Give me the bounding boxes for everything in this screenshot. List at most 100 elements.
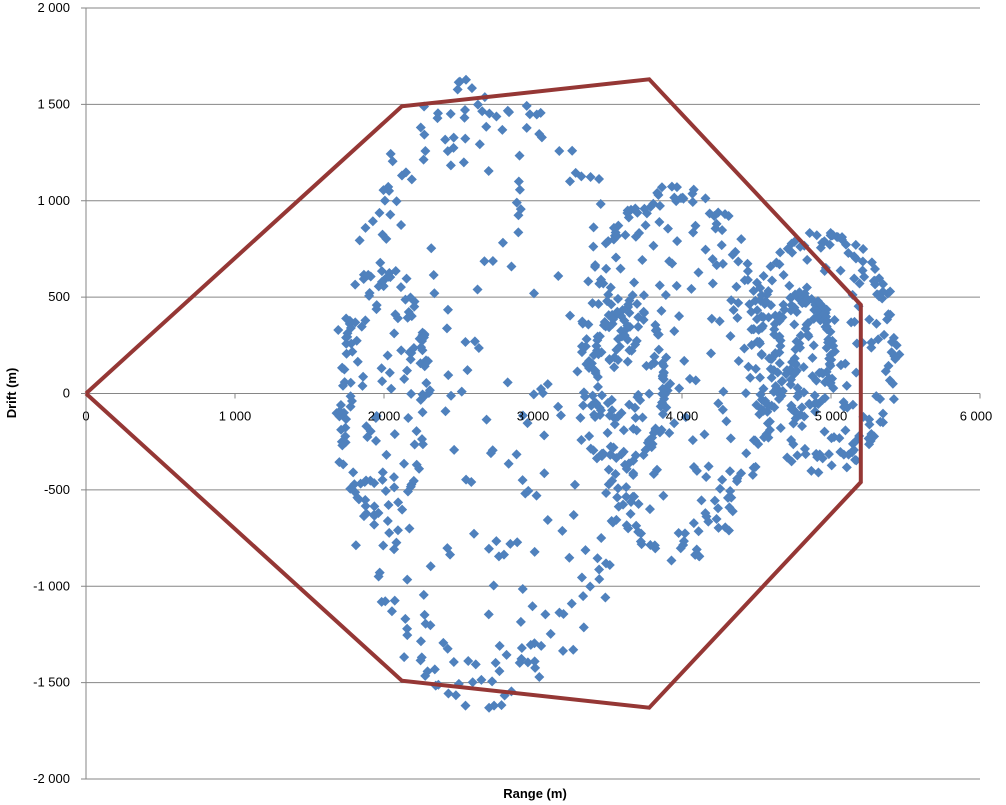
data-point	[402, 630, 413, 641]
data-point	[795, 330, 806, 341]
data-point	[557, 525, 568, 536]
data-point	[360, 222, 371, 233]
data-point	[787, 247, 798, 258]
data-point	[630, 339, 641, 350]
x-tick-label: 3 000	[517, 409, 550, 424]
data-point	[739, 275, 750, 286]
data-point	[742, 258, 753, 269]
data-point	[754, 338, 765, 349]
data-point	[644, 504, 655, 515]
boundary-layer	[84, 77, 863, 710]
data-point	[740, 388, 751, 399]
x-tick-label: 1 000	[219, 409, 252, 424]
data-point	[871, 318, 882, 329]
data-point	[440, 406, 451, 417]
data-point	[839, 402, 850, 413]
data-point	[674, 311, 685, 322]
data-point	[648, 469, 659, 480]
data-point	[638, 450, 649, 461]
data-point	[675, 193, 686, 204]
data-point	[521, 100, 532, 111]
data-point	[481, 121, 492, 132]
data-point	[880, 366, 891, 377]
data-point	[517, 583, 528, 594]
data-point	[380, 485, 391, 496]
data-point	[870, 264, 881, 275]
data-point	[849, 316, 860, 327]
data-point	[445, 160, 456, 171]
data-point	[396, 345, 407, 356]
data-point	[600, 592, 611, 603]
data-point	[585, 581, 596, 592]
data-point	[705, 348, 716, 359]
data-point	[736, 468, 747, 479]
data-point	[691, 465, 702, 476]
y-tick-label: -1 500	[33, 675, 70, 690]
data-point	[770, 348, 781, 359]
data-point	[758, 383, 769, 394]
data-point	[786, 434, 797, 445]
data-point	[858, 244, 869, 255]
data-point	[701, 471, 712, 482]
data-point	[679, 355, 690, 366]
data-point	[515, 616, 526, 627]
data-point	[609, 419, 620, 430]
data-point	[835, 447, 846, 458]
data-point	[648, 240, 659, 251]
data-point	[804, 228, 815, 239]
data-point	[385, 148, 396, 159]
data-point	[523, 485, 534, 496]
data-point	[782, 452, 793, 463]
data-point	[525, 639, 536, 650]
data-point	[494, 666, 505, 677]
data-point	[404, 523, 415, 534]
data-point	[756, 311, 767, 322]
data-point	[371, 300, 382, 311]
data-point	[458, 157, 469, 168]
data-point	[377, 474, 388, 485]
data-point	[713, 503, 724, 514]
data-point	[664, 428, 675, 439]
data-point	[637, 255, 648, 266]
data-point	[537, 388, 548, 399]
data-point	[610, 227, 621, 238]
data-point	[632, 298, 643, 309]
data-point	[864, 439, 875, 450]
data-point	[487, 256, 498, 267]
data-point	[866, 342, 877, 353]
data-point	[859, 271, 870, 282]
data-point	[790, 367, 801, 378]
data-point	[363, 269, 374, 280]
data-point	[715, 483, 726, 494]
data-point	[350, 279, 361, 290]
data-point	[769, 402, 780, 413]
data-point	[449, 444, 460, 455]
data-point	[568, 644, 579, 655]
data-point	[601, 263, 612, 274]
data-point	[775, 247, 786, 258]
data-point	[615, 263, 626, 274]
data-point	[629, 277, 640, 288]
data-point	[869, 275, 880, 286]
data-point	[744, 299, 755, 310]
data-point	[837, 232, 848, 243]
data-point	[808, 340, 819, 351]
boundary-polygon	[84, 77, 863, 710]
data-point	[516, 653, 527, 664]
x-tick-label: 4 000	[666, 409, 699, 424]
data-point	[721, 416, 732, 427]
data-point	[566, 598, 577, 609]
tick-labels: 2 000 1 500 1 000 500 0 -500 -1 000 -1 500 -2 00…	[33, 0, 992, 786]
data-point	[388, 472, 399, 483]
data-point	[491, 111, 502, 122]
data-point	[773, 332, 784, 343]
data-point	[841, 239, 852, 250]
data-point	[426, 243, 437, 254]
data-point	[633, 498, 644, 509]
data-point	[382, 350, 393, 361]
data-point	[393, 497, 404, 508]
data-point	[687, 188, 698, 199]
data-point	[377, 467, 388, 478]
data-point	[840, 358, 851, 369]
data-point	[529, 288, 540, 299]
